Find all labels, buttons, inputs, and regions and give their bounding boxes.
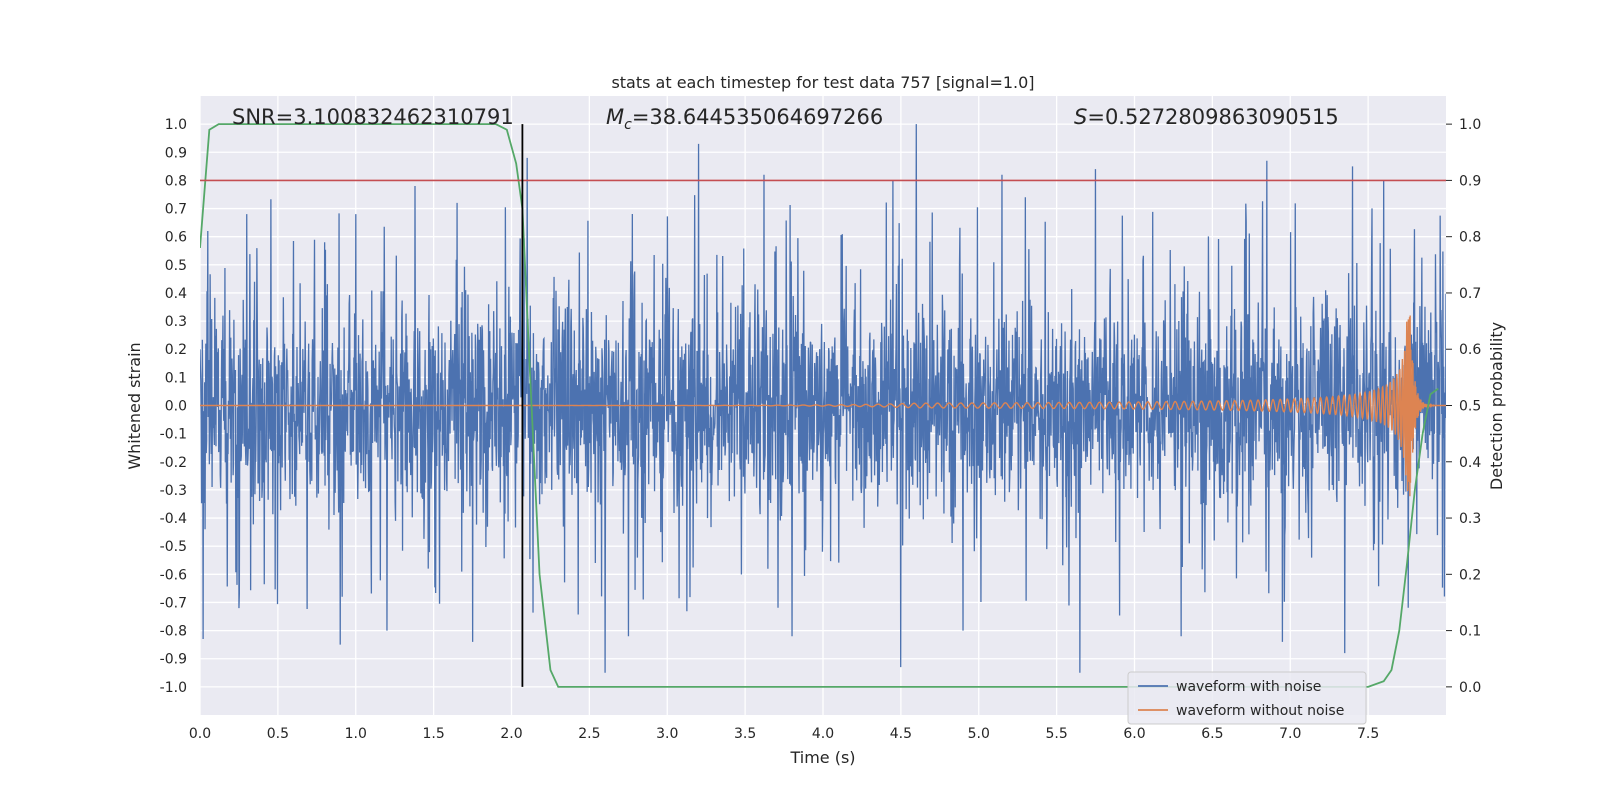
s-annotation: S=0.5272809863090515 <box>1074 105 1339 129</box>
y2-tick-label: 0.1 <box>1459 624 1481 640</box>
y-tick-label: 0.5 <box>165 258 187 274</box>
x-tick-label: 1.5 <box>422 726 444 742</box>
noise-waveform-line <box>200 124 1446 673</box>
y2-axis-label: Detection probability <box>1487 322 1506 490</box>
x-tick-label: 6.5 <box>1201 726 1223 742</box>
y-tick-label: 1.0 <box>165 117 187 133</box>
x-tick-label: 5.0 <box>968 726 990 742</box>
y2-tick-label: 1.0 <box>1459 117 1481 133</box>
y-tick-label: -0.5 <box>160 539 187 555</box>
y-tick-label: -0.1 <box>160 427 187 443</box>
x-tick-label: 4.5 <box>890 726 912 742</box>
y2-tick-label: 0.6 <box>1459 342 1481 358</box>
chart-title: stats at each timestep for test data 757… <box>611 73 1034 92</box>
x-tick-label: 0.0 <box>189 726 211 742</box>
x-tick-label: 6.0 <box>1123 726 1145 742</box>
chirp-mass-value: =38.644535064697266 <box>632 105 883 129</box>
legend-label-clean: waveform without noise <box>1176 703 1344 719</box>
x-tick-label: 0.5 <box>267 726 289 742</box>
s-symbol: S <box>1074 105 1087 129</box>
snr-annotation: SNR=3.100832462310791 <box>232 105 514 129</box>
x-tick-label: 7.0 <box>1279 726 1301 742</box>
y2-tick-label: 0.3 <box>1459 511 1481 527</box>
y-tick-label: -0.4 <box>160 511 187 527</box>
y-axis-ticks: 1.0 0.9 0.8 0.7 0.6 0.5 0.4 0.3 0.2 0.1 0.0 -0.1 -0.… <box>160 117 187 696</box>
noise-series-layer <box>200 124 1446 673</box>
y-tick-label: 0.1 <box>165 370 187 386</box>
x-tick-label: 3.5 <box>734 726 756 742</box>
grid <box>199 96 1446 715</box>
detection-probability-line <box>200 123 1439 688</box>
x-tick-label: 2.0 <box>500 726 522 742</box>
y-tick-label: -0.9 <box>160 652 187 668</box>
x-tick-label: 5.5 <box>1045 726 1067 742</box>
legend: waveform with noise waveform without noi… <box>1127 671 1367 725</box>
y-tick-label: 0.6 <box>165 230 187 246</box>
s-value: =0.5272809863090515 <box>1087 105 1338 129</box>
y-tick-label: -0.7 <box>160 595 187 611</box>
x-axis-ticks: 0.0 0.5 1.0 1.5 2.0 2.5 3.0 3.5 4.0 4.5 5.0 5.5 6.0 6… <box>189 726 1379 742</box>
x-tick-label: 3.0 <box>656 726 678 742</box>
chirp-mass-subscript: c <box>624 117 632 133</box>
y-tick-label: 0.0 <box>165 399 187 415</box>
y-axis-label: Whitened strain <box>125 342 144 469</box>
x-axis-label: Time (s) <box>789 748 855 767</box>
x-tick-label: 7.5 <box>1357 726 1379 742</box>
y-tick-label: 0.9 <box>165 145 187 161</box>
y2-tick-label: 0.2 <box>1459 567 1481 583</box>
y-tick-label: 0.4 <box>165 286 187 302</box>
chirp-mass-symbol: M <box>606 105 624 129</box>
reference-lines-layer <box>200 124 1446 687</box>
y-tick-label: 0.2 <box>165 342 187 358</box>
y2-tick-label: 0.7 <box>1459 286 1481 302</box>
y-tick-label: -1.0 <box>160 680 187 696</box>
y2-tick-label: 0.8 <box>1459 230 1481 246</box>
clean-series-layer <box>200 315 1446 497</box>
legend-box <box>1127 671 1367 725</box>
y-tick-label: 0.3 <box>165 314 187 330</box>
clean-waveform-line <box>200 315 1446 497</box>
legend-label-noise: waveform with noise <box>1176 679 1321 695</box>
x-tick-label: 4.0 <box>812 726 834 742</box>
y2-tick-label: 0.5 <box>1459 399 1481 415</box>
y2-tick-label: 0.9 <box>1459 173 1481 189</box>
y2-tick-label: 0.4 <box>1459 455 1481 471</box>
y2-axis-ticks: 0.0 0.1 0.2 0.3 0.4 0.5 0.6 0.7 0.8 0.9 1.0 <box>1446 117 1481 696</box>
chirp-mass-annotation: Mc=38.644535064697266 <box>606 105 883 133</box>
y-tick-label: -0.8 <box>160 624 187 640</box>
y-tick-label: 0.8 <box>165 173 187 189</box>
y-tick-label: -0.2 <box>160 455 187 471</box>
y2-tick-label: 0.0 <box>1459 680 1481 696</box>
y-tick-label: 0.7 <box>165 202 187 218</box>
y-tick-label: -0.3 <box>160 483 187 499</box>
probability-series-layer <box>200 123 1439 688</box>
x-tick-label: 1.0 <box>345 726 367 742</box>
x-tick-label: 2.5 <box>578 726 600 742</box>
y-tick-label: -0.6 <box>160 567 187 583</box>
